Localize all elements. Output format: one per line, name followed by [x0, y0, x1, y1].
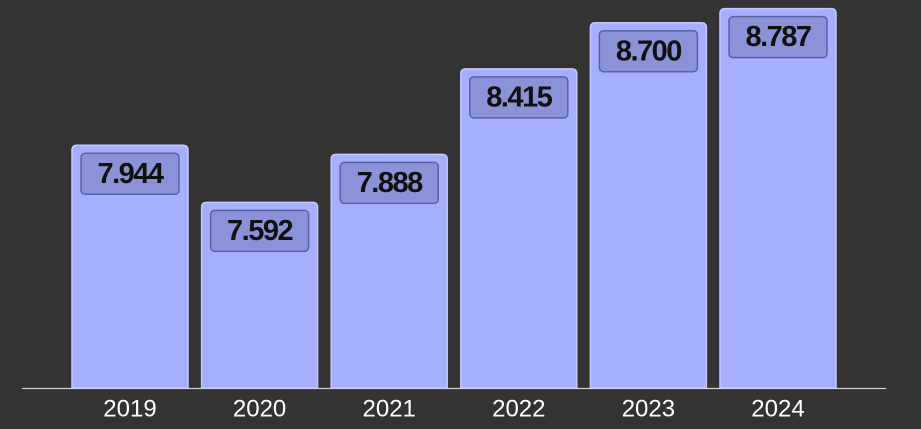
bar	[589, 21, 708, 389]
bar	[71, 144, 189, 389]
x-tick-label: 2024	[751, 395, 804, 422]
x-tick-label: 2023	[622, 395, 675, 422]
x-tick-label: 2020	[233, 395, 286, 422]
value-label-box	[469, 76, 569, 119]
value-label-box	[728, 15, 828, 59]
value-label-box	[598, 29, 699, 73]
value-label: 7.888	[357, 167, 423, 199]
x-tick-label: 2021	[363, 395, 416, 422]
bar	[330, 153, 448, 389]
bar	[460, 68, 578, 389]
value-label: 8.700	[616, 35, 681, 67]
value-label-box	[209, 209, 310, 253]
value-label-box	[80, 152, 180, 196]
value-label: 7.944	[97, 158, 163, 190]
bar	[719, 7, 837, 389]
value-label-box	[339, 161, 439, 205]
x-tick-label: 2019	[103, 395, 156, 422]
value-label: 8.787	[745, 21, 810, 53]
value-label: 7.592	[227, 215, 292, 247]
x-tick-label: 2022	[492, 395, 545, 422]
value-label: 8.415	[486, 82, 552, 114]
